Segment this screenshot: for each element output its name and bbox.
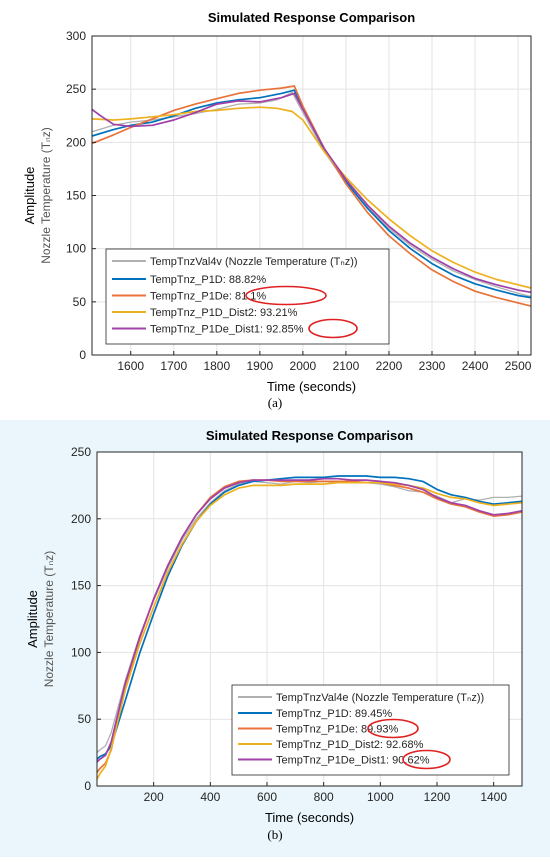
legend-box-b	[231, 684, 510, 776]
x-tick-label: 1400	[480, 790, 507, 804]
y-tick-label: 0	[79, 348, 86, 362]
y-tick-label: 250	[66, 82, 86, 96]
highlight-ellipse	[402, 749, 451, 770]
y-tick-label: 200	[66, 135, 86, 149]
highlight-ellipse	[245, 285, 327, 306]
x-axis-label-a: Time (seconds)	[267, 379, 356, 394]
figure-b: 200 400 600 800 1000 1200 1400 0 50 100 150 200 250 S…	[0, 420, 550, 857]
legend-label-3: TempTnz_P1De: 89.93%	[276, 724, 399, 736]
legend-label-3: TempTnz_P1De: 81.1%	[150, 291, 266, 303]
x-tick-label: 200	[144, 790, 164, 804]
x-tick-label: 1800	[203, 359, 230, 373]
y-tick-label: 150	[66, 189, 86, 203]
x-tick-label: 600	[257, 790, 277, 804]
axes-box-b	[96, 451, 523, 787]
y-axis-label-b: Amplitude	[25, 590, 40, 648]
y-axis-label-a: Amplitude	[22, 167, 37, 225]
highlight-ellipse	[308, 318, 358, 339]
legend-label-2: TempTnz_P1D: 88.82%	[150, 274, 266, 286]
x-tick-label: 400	[200, 790, 220, 804]
figure-a: 1600 1700 1800 1900 2000 2100 2200 2300 2400 2500…	[0, 0, 550, 420]
legend-box-a	[105, 248, 390, 345]
y-tick-label: 200	[71, 512, 91, 526]
y-tick-label: 50	[73, 295, 87, 309]
x-tick-label: 1900	[247, 359, 274, 373]
series-line-4	[91, 106, 532, 289]
panel-label-a: (a)	[267, 395, 283, 410]
x-tick-label: 2400	[462, 359, 489, 373]
x-tick-label: 2100	[333, 359, 360, 373]
x-tick-label: 1700	[160, 359, 187, 373]
series-line-5	[91, 92, 532, 294]
series-line-4	[96, 481, 523, 780]
x-tick-label: 800	[314, 790, 334, 804]
x-tick-label: 2500	[505, 359, 532, 373]
y-tick-label: 0	[84, 779, 91, 793]
chart-a: 1600 1700 1800 1900 2000 2100 2200 2300 2400 2500…	[0, 0, 550, 420]
legend-label-4: TempTnz_P1D_Dist2: 93.21%	[150, 307, 298, 319]
legend-label-2: TempTnz_P1D: 89.45%	[276, 708, 392, 720]
y-tick-label: 300	[66, 29, 86, 43]
highlight-ellipse	[367, 718, 419, 739]
legend-label-5: TempTnz_P1De_Dist1: 90.62%	[276, 755, 430, 767]
y-tick-label: 100	[71, 645, 91, 659]
y-axis-sublabel-a: Nozzle Temperature (Tₙz)	[39, 127, 53, 264]
y-axis-sublabel-b: Nozzle Temperature (Tₙz)	[42, 551, 56, 688]
chart-title-a: Simulated Response Comparison	[208, 10, 415, 25]
x-tick-label: 1200	[424, 790, 451, 804]
x-tick-label: 1000	[367, 790, 394, 804]
x-tick-label: 2300	[419, 359, 446, 373]
y-tick-label: 100	[66, 242, 86, 256]
y-tick-label: 50	[78, 712, 92, 726]
legend-label-4: TempTnz_P1D_Dist2: 92.68%	[276, 739, 424, 751]
legend-label-1: TempTnzVal4e (Nozzle Temperature (Tₙz))	[276, 692, 484, 704]
x-tick-label: 2200	[376, 359, 403, 373]
series-line-2	[96, 475, 523, 760]
legend-label-1: TempTnzVal4v (Nozzle Temperature (Tₙz))	[150, 256, 358, 268]
x-axis-label-b: Time (seconds)	[265, 810, 354, 825]
y-tick-label: 150	[71, 579, 91, 593]
panel-label-b: (b)	[267, 827, 283, 842]
y-tick-label: 250	[71, 445, 91, 459]
series-line-5	[96, 477, 523, 763]
legend-label-5: TempTnz_P1De_Dist1: 92.85%	[150, 324, 304, 336]
chart-b: 200 400 600 800 1000 1200 1400 0 50 100 150 200 250 S…	[0, 420, 550, 857]
x-tick-label: 1600	[117, 359, 144, 373]
x-tick-label: 2000	[290, 359, 317, 373]
series-line-3	[91, 85, 532, 307]
chart-title-b: Simulated Response Comparison	[206, 428, 413, 443]
